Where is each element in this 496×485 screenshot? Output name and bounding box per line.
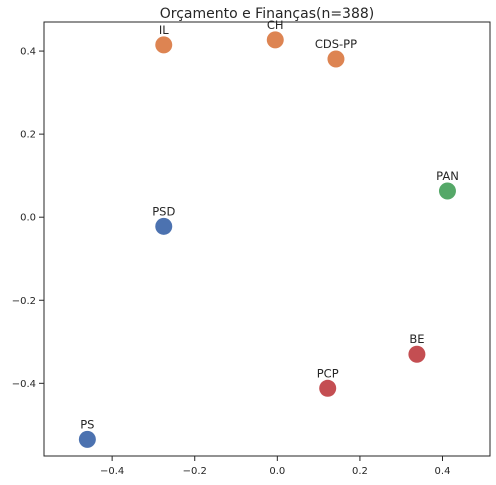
point-label: PAN <box>436 169 459 183</box>
data-point <box>79 431 96 448</box>
y-tick-label: 0.0 <box>20 213 36 224</box>
y-tick-label: −0.4 <box>12 379 36 390</box>
data-point <box>267 31 284 48</box>
point-label: PS <box>80 417 94 431</box>
points-layer <box>79 31 456 448</box>
data-point <box>155 36 172 53</box>
data-point <box>319 380 336 397</box>
point-label: CH <box>267 18 284 32</box>
data-point <box>408 346 425 363</box>
x-tick-label: −0.2 <box>183 466 207 477</box>
y-tick-label: 0.4 <box>20 47 36 58</box>
y-tick-label: −0.2 <box>12 296 36 307</box>
point-label: IL <box>159 23 169 37</box>
y-tick-label: 0.2 <box>20 130 36 141</box>
data-point <box>439 183 456 200</box>
x-tick-label: 0.2 <box>352 466 368 477</box>
axes-layer: −0.4 −0.2 0.0 0.2 0.4 −0.4 −0.2 0.0 0.2 0.4 <box>12 47 451 477</box>
point-label: PSD <box>152 204 175 218</box>
point-label: BE <box>409 332 424 346</box>
data-point <box>327 50 344 67</box>
x-tick-label: −0.4 <box>100 466 124 477</box>
point-label: CDS-PP <box>315 37 357 51</box>
x-tick-label: 0.0 <box>269 466 285 477</box>
point-label: PCP <box>317 366 339 380</box>
plot-frame <box>44 22 490 456</box>
x-tick-label: 0.4 <box>435 466 451 477</box>
point-labels-layer: IL CH CDS-PP PAN PSD BE PCP PS <box>80 18 459 432</box>
data-point <box>155 218 172 235</box>
